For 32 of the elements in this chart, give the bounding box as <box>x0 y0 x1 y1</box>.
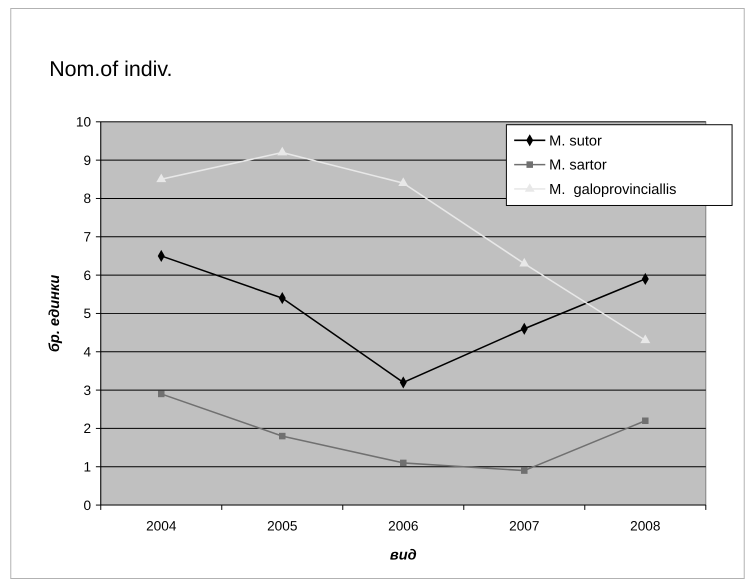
point <box>277 146 288 156</box>
x-tick-label: 2006 <box>388 518 418 534</box>
y-tick-label: 1 <box>83 460 92 475</box>
legend-label: M. sartor <box>549 158 607 174</box>
x-axis-title: вид <box>390 548 417 564</box>
point <box>400 460 407 466</box>
y-tick-label: 4 <box>83 344 92 360</box>
y-axis-title: бр. единки <box>46 274 63 352</box>
chart-title: Nom.of indiv. <box>49 57 172 82</box>
y-tick-label: 3 <box>83 382 92 398</box>
y-tick-label: 5 <box>83 306 92 322</box>
x-tick-label: 2004 <box>146 518 177 534</box>
y-tick-label: 8 <box>83 191 92 206</box>
point <box>398 177 408 186</box>
legend-label: M. sutor <box>549 133 602 150</box>
point <box>642 417 649 424</box>
point <box>279 432 286 440</box>
point <box>519 258 530 266</box>
x-tick-label: 2007 <box>509 518 540 534</box>
x-tick-label: 2008 <box>630 518 660 534</box>
y-tick-label: 7 <box>83 230 92 245</box>
point <box>640 334 650 344</box>
y-tick-label: 2 <box>83 421 92 436</box>
point <box>156 174 166 182</box>
point <box>158 390 165 398</box>
y-tick-label: 0 <box>83 498 92 513</box>
point <box>521 467 528 474</box>
legend-label: M. galoprovinciallis <box>549 182 676 198</box>
y-tick-label: 10 <box>76 114 92 130</box>
x-tick-label: 2005 <box>267 518 298 534</box>
y-tick-label: 9 <box>83 152 92 168</box>
y-tick-label: 6 <box>83 268 92 283</box>
